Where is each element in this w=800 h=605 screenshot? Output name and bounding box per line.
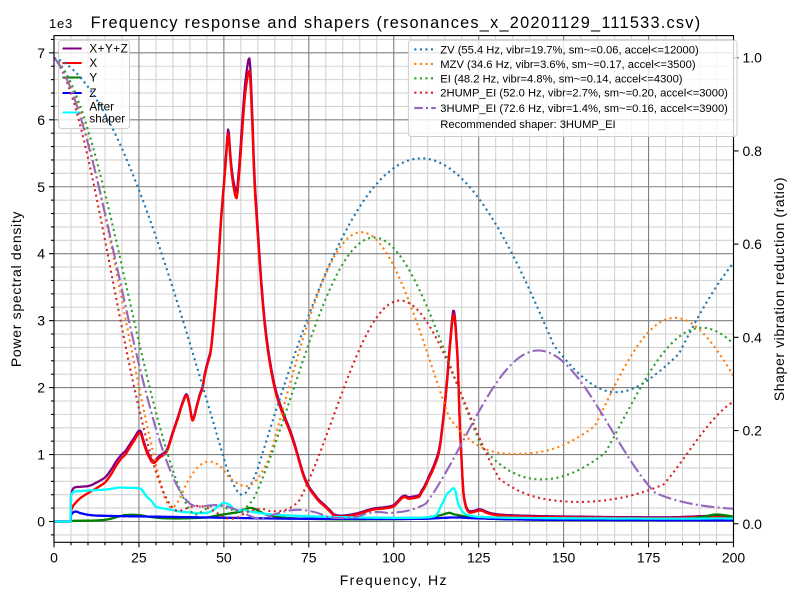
svg-text:7: 7 [37, 45, 45, 61]
svg-text:2: 2 [37, 380, 45, 396]
svg-text:1.0: 1.0 [743, 50, 763, 66]
svg-text:Frequency, Hz: Frequency, Hz [340, 572, 448, 588]
svg-text:3HUMP_EI (72.6 Hz, vibr=1.4%,: 3HUMP_EI (72.6 Hz, vibr=1.4%, sm~=0.16, … [440, 103, 728, 115]
svg-text:175: 175 [637, 549, 661, 565]
svg-text:75: 75 [301, 549, 317, 565]
svg-text:MZV (34.6 Hz, vibr=3.6%, sm~=0: MZV (34.6 Hz, vibr=3.6%, sm~=0.17, accel… [440, 59, 696, 71]
svg-text:Z: Z [89, 87, 97, 100]
svg-text:0.4: 0.4 [743, 329, 763, 345]
svg-text:Shaper vibration reduction (ra: Shaper vibration reduction (ratio) [771, 177, 787, 401]
svg-text:6: 6 [37, 112, 45, 128]
svg-text:0.6: 0.6 [743, 236, 763, 252]
svg-text:100: 100 [382, 549, 406, 565]
svg-text:Y: Y [89, 72, 97, 85]
svg-text:125: 125 [467, 549, 491, 565]
svg-text:X: X [89, 57, 97, 70]
svg-text:200: 200 [722, 549, 746, 565]
svg-text:25: 25 [131, 549, 147, 565]
svg-text:3: 3 [37, 313, 45, 329]
svg-text:50: 50 [216, 549, 232, 565]
svg-text:5: 5 [37, 179, 45, 195]
svg-text:150: 150 [552, 549, 576, 565]
svg-text:After: After [89, 101, 114, 114]
svg-text:0.0: 0.0 [743, 516, 763, 532]
svg-text:0.2: 0.2 [743, 423, 763, 439]
svg-text:1e3: 1e3 [49, 16, 73, 31]
svg-text:X+Y+Z: X+Y+Z [89, 43, 128, 56]
svg-text:1: 1 [37, 447, 45, 463]
svg-text:ZV (55.4 Hz, vibr=19.7%, sm~=0: ZV (55.4 Hz, vibr=19.7%, sm~=0.06, accel… [440, 44, 699, 56]
svg-text:EI (48.2 Hz, vibr=4.8%, sm~=0.: EI (48.2 Hz, vibr=4.8%, sm~=0.14, accel<… [440, 73, 682, 85]
svg-text:0: 0 [50, 549, 58, 565]
svg-text:shaper: shaper [89, 113, 125, 126]
svg-text:0.8: 0.8 [743, 143, 763, 159]
svg-text:Recommended shaper: 3HUMP_EI: Recommended shaper: 3HUMP_EI [440, 119, 615, 131]
svg-text:4: 4 [37, 246, 45, 262]
svg-text:Frequency response and shapers: Frequency response and shapers (resonanc… [91, 14, 702, 32]
svg-text:Power spectral density: Power spectral density [8, 211, 24, 367]
svg-text:2HUMP_EI (52.0 Hz, vibr=2.7%,: 2HUMP_EI (52.0 Hz, vibr=2.7%, sm~=0.20, … [440, 88, 728, 100]
svg-text:0: 0 [37, 514, 45, 530]
